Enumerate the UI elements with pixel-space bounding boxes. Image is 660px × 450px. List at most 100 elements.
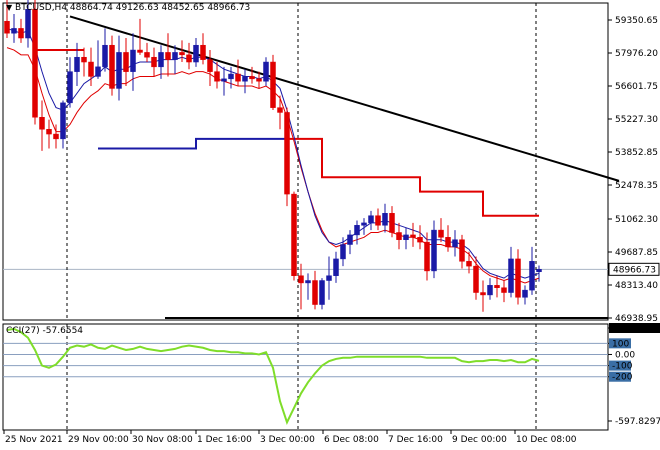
candle [193, 38, 199, 67]
candle-body [529, 261, 535, 291]
candle [235, 59, 241, 87]
candle-body [11, 28, 17, 34]
candle [466, 251, 472, 274]
candle [116, 35, 122, 101]
candle [452, 230, 458, 257]
candle [494, 275, 500, 298]
candle-body [480, 292, 486, 296]
candle [340, 237, 346, 267]
candle [151, 47, 157, 77]
candle [284, 107, 290, 207]
candle [536, 265, 542, 282]
price-tick-label: 57976.20 [615, 49, 658, 59]
candle-body [487, 285, 493, 296]
candle-body [109, 44, 115, 89]
candle-body [221, 78, 227, 82]
candle-body [536, 269, 542, 273]
dropdown-arrow-icon[interactable]: ▼ [6, 3, 13, 12]
candle-body [375, 215, 381, 226]
price-tick-label: 52478.35 [615, 181, 658, 191]
trend-line [69, 15, 620, 182]
support-level-line [98, 137, 287, 150]
candle-body [382, 213, 388, 226]
candle-body [256, 78, 262, 82]
candle [347, 230, 353, 255]
time-tick-label: 1 Dec 16:00 [197, 435, 252, 445]
price-tick-label: 48313.40 [615, 281, 658, 291]
candle-body [263, 61, 269, 82]
candle [186, 42, 192, 70]
candle-body [438, 229, 444, 238]
candle-body [452, 239, 458, 248]
candle [11, 14, 17, 43]
candle [144, 42, 150, 63]
cci-tick-label: -100 [612, 362, 633, 372]
candle [410, 222, 416, 247]
candle-body [172, 52, 178, 60]
price-tick-label: 51062.30 [615, 215, 658, 225]
cci-value-box [609, 371, 631, 382]
cci-tick-label: 237.7739 [612, 324, 655, 334]
candle-body [53, 133, 59, 140]
candle-body [186, 54, 192, 63]
cci-tick-label: 100 [612, 339, 629, 349]
candle [123, 38, 129, 87]
candle [67, 57, 73, 108]
candle [522, 285, 528, 305]
candle-body [277, 107, 283, 113]
candle [270, 54, 276, 111]
candle [81, 47, 87, 77]
candle [95, 40, 101, 79]
candle-body [340, 244, 346, 260]
time-tick-label: 29 Nov 00:00 [68, 435, 129, 445]
time-tick-label: 30 Nov 08:00 [132, 435, 193, 445]
cci-tick-label: -597.8297 [615, 417, 660, 427]
candle-body [305, 280, 311, 284]
candle [207, 50, 213, 87]
candle-body [137, 49, 143, 53]
candle-body [424, 241, 430, 272]
cci-label: CCI(27) -57.6554 [6, 326, 84, 336]
candle [431, 220, 437, 279]
candle-body [466, 261, 472, 267]
candle [179, 40, 185, 63]
price-tick-label: 59350.65 [615, 16, 658, 26]
current-price-label: 48966.73 [613, 265, 656, 275]
candle-body [298, 275, 304, 284]
candle-body [242, 76, 248, 82]
candle-body [473, 265, 479, 293]
candle-body [368, 215, 374, 224]
candle [214, 62, 220, 89]
candle [74, 42, 80, 87]
candle [312, 270, 318, 310]
candle [53, 124, 59, 149]
candle-body [116, 52, 122, 89]
candle [298, 263, 304, 310]
candle [46, 119, 52, 149]
candle [25, 0, 31, 48]
candle-body [319, 280, 325, 305]
candle [354, 220, 360, 245]
candle-body [67, 71, 73, 104]
candle-body [445, 237, 451, 248]
candle [102, 28, 108, 72]
candle [165, 33, 171, 77]
time-tick-label: 7 Dec 16:00 [388, 435, 443, 445]
candle-body [354, 225, 360, 236]
time-tick-label: 9 Dec 00:00 [452, 435, 507, 445]
candle-body [165, 52, 171, 60]
candle-body [403, 234, 409, 240]
candle [389, 206, 395, 238]
candle [480, 280, 486, 312]
candle [319, 278, 325, 310]
candle-body [284, 112, 290, 195]
candle-body [179, 52, 185, 56]
candle-body [46, 129, 52, 135]
candle-body [32, 8, 38, 118]
cci-value-box [609, 338, 631, 349]
candle [529, 246, 535, 295]
cci-line [6, 327, 540, 426]
candle [228, 66, 234, 89]
candle-body [515, 258, 521, 298]
